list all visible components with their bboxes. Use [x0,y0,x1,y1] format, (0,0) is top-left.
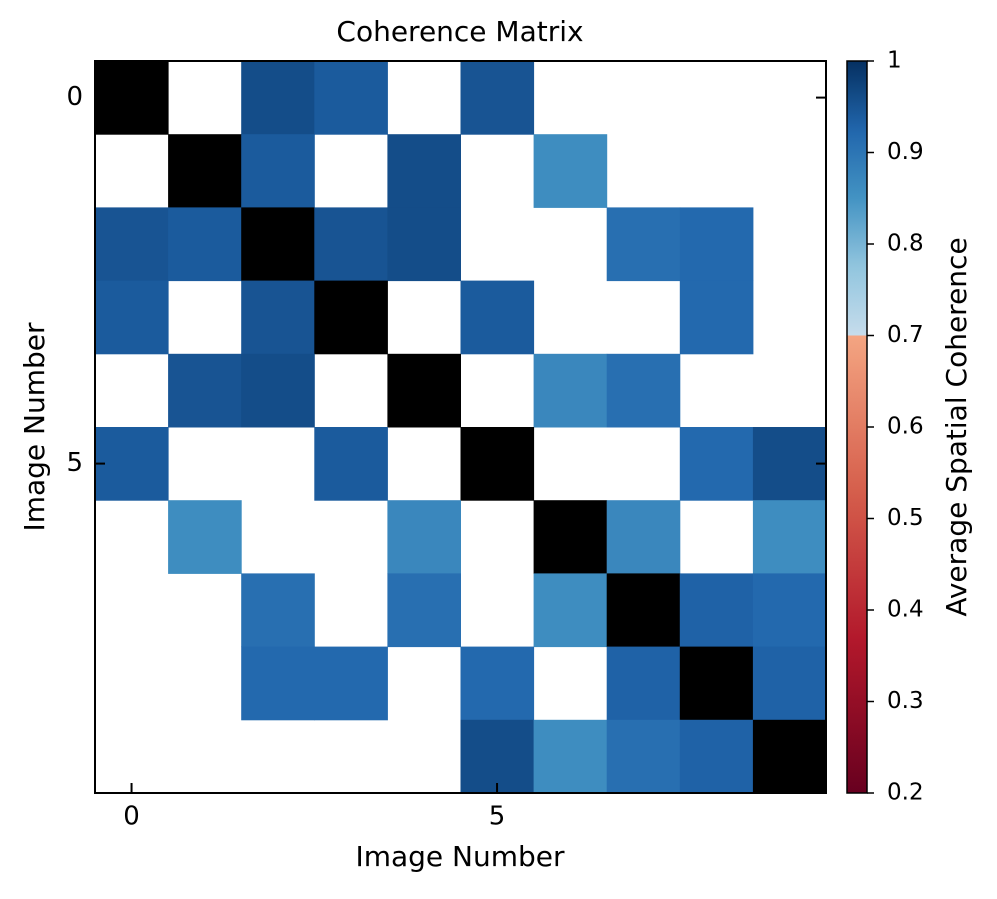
heatmap-cell [679,280,754,355]
chart-title: Coherence Matrix [336,15,583,48]
heatmap-cell [752,427,827,501]
heatmap-cell [314,207,388,282]
heatmap-cell [752,500,827,574]
heatmap-cell [752,646,827,721]
heatmap-cell [168,207,242,282]
colorbar-tick-label: 0.8 [887,231,924,257]
heatmap-cell [314,61,388,135]
heatmap-cell [314,646,388,721]
heatmap-cell [460,646,535,721]
heatmap-cell [752,573,827,648]
heatmap-cell [241,646,315,721]
diagonal-cell [460,427,535,501]
heatmap-cell [606,719,681,794]
x-tick-label: 5 [489,802,506,832]
diagonal-cell [606,573,681,648]
heatmap-cell [387,573,461,648]
heatmap-cell [168,500,242,574]
heatmap-cell [387,207,461,282]
heatmap-cell [241,61,315,135]
heatmap-cell [460,280,535,355]
colorbar-tick-label: 0.6 [887,414,924,440]
diagonal-cell [95,61,169,135]
y-axis-label: Image Number [18,322,51,532]
heatmap-cell [679,207,754,282]
x-axis-label: Image Number [355,840,565,873]
heatmap-cell [606,207,681,282]
heatmap-cell [241,280,315,355]
heatmap-cell [241,134,315,208]
heatmap-cell [606,353,681,428]
diagonal-cell [533,500,608,574]
heatmap-cell [533,573,608,648]
heatmap-cell [606,500,681,574]
colorbar-label: Average Spatial Coherence [940,237,973,616]
heatmap-cell [679,573,754,648]
colorbar [846,60,868,794]
heatmap-cell [533,134,608,208]
heatmap-cell [314,427,388,501]
heatmap-cell [387,134,461,208]
heatmap-cell [460,719,535,794]
heatmap-cell [679,719,754,794]
colorbar-tick-label: 0.9 [887,139,924,165]
heatmap-cell [168,353,242,428]
heatmap-cell [533,719,608,794]
colorbar-tick-label: 0.3 [887,688,924,714]
heatmap-cell [241,353,315,428]
heatmap-cell [95,207,169,282]
y-tick-label: 5 [66,448,83,478]
heatmap-cell [679,427,754,501]
x-tick-label: 0 [123,802,140,832]
heatmap-cell [387,500,461,574]
heatmap-cell [606,646,681,721]
heatmap-cell [95,280,169,355]
colorbar-tick-label: 0.4 [887,597,924,623]
diagonal-cell [241,207,315,282]
colorbar-tick-label: 0.5 [887,505,924,531]
diagonal-cell [679,646,754,721]
colorbar-tick-label: 1 [887,48,902,74]
colorbar-tick-label: 0.7 [887,322,924,348]
plot-frame [94,60,827,794]
colorbar-tick-label: 0.2 [887,780,924,806]
heatmap-cell [241,573,315,648]
diagonal-cell [314,280,388,355]
heatmap-cell [533,353,608,428]
y-tick-label: 0 [66,82,83,112]
diagonal-cell [168,134,242,208]
diagonal-cell [387,353,461,428]
heatmap-cell [460,61,535,135]
heatmap-cell [95,427,169,501]
diagonal-cell [752,719,827,794]
